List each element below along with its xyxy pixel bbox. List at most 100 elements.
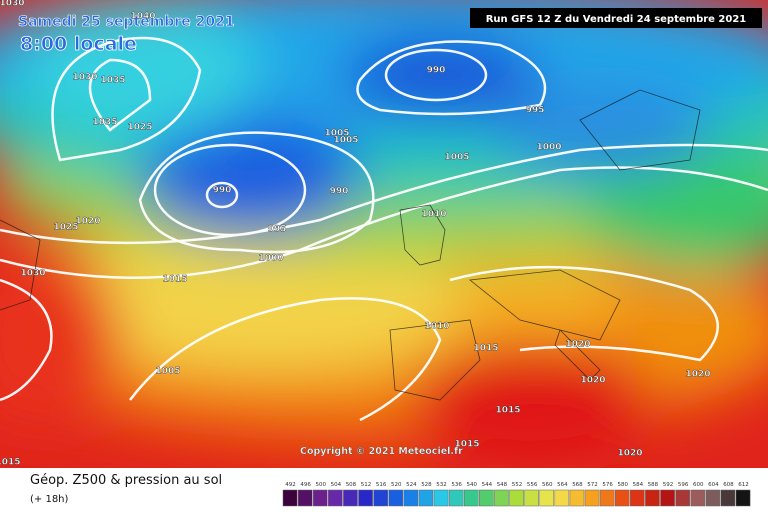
legend-swatch [554,489,570,507]
legend-swatch [282,489,298,507]
isobar-label: 1020 [617,449,642,459]
legend-swatch [660,489,675,507]
legend-swatch [328,489,343,507]
legend-label: 508 [346,482,357,488]
legend-swatch [569,489,585,507]
isobar-label: 1040 [130,12,155,22]
legend-label: 548 [497,482,508,488]
legend-label: 536 [451,482,462,488]
legend-swatch [403,489,419,507]
legend-swatch [358,489,373,507]
isobar-label: 1015 [162,275,187,285]
isobar-label: 990 [330,187,349,197]
legend-label: 568 [572,482,583,488]
legend-label: 532 [436,482,447,488]
legend: 492 496 500 504 508 512 516 520 524 528 532 536 540 5… [282,482,751,507]
isobar-label: 995 [268,225,287,235]
legend-label: 512 [361,482,372,488]
legend-label: 524 [406,482,417,488]
isobar-label: 1000 [536,143,561,153]
legend-label: 492 [285,482,296,488]
isobar-label: 990 [213,186,232,196]
legend-swatch [599,489,615,507]
isobar-label: 1015 [0,458,21,468]
legend-swatch [418,489,434,507]
isobar-label: 1005 [444,153,469,163]
legend-swatch [690,489,706,507]
isobar-label: 1000 [258,254,283,264]
date: Samedi 25 septembre 2021 [18,14,235,30]
legend-label: 576 [602,482,613,488]
copyright: Copyright © 2021 Meteociel.fr [300,446,463,457]
isobar-label: 1025 [127,123,152,133]
legend-swatch [539,489,555,507]
legend-swatch [675,489,690,507]
isobar-label: 1015 [495,406,520,416]
isobar-label: 995 [526,106,545,116]
run-info: Run GFS 12 Z du Vendredi 24 septembre 20… [486,14,747,25]
isobar-label: 1025 [53,223,78,233]
legend-label: 516 [376,482,387,488]
legend-label: 608 [723,482,734,488]
isobar-label: 1005 [333,136,358,146]
isobar-label: 1030 [72,73,97,83]
isobar-label: 1035 [100,76,125,86]
legend-swatch [614,489,630,507]
isobar-label: 990 [427,66,446,76]
isobar-label: 1030 [0,0,25,9]
isobar-label: 1005 [155,367,180,377]
legend-label: 504 [331,482,342,488]
footer-title: Géop. Z500 & pression au sol [30,473,222,488]
isobar-label: 1005 [324,129,349,139]
legend-label: 560 [542,482,553,488]
legend-swatch [645,489,660,507]
legend-swatch [373,489,388,507]
isobar-label: 1020 [685,370,710,380]
legend-swatch [388,489,404,507]
legend-label: 528 [421,482,432,488]
legend-swatch [297,489,313,507]
legend-swatch [524,489,539,507]
legend-label: 496 [300,482,311,488]
legend-swatch [630,489,645,507]
legend-label: 592 [663,482,674,488]
legend-label: 556 [527,482,538,488]
legend-label: 544 [482,482,493,488]
legend-label: 584 [633,482,644,488]
legend-label: 552 [512,482,523,488]
legend-swatch [479,489,494,507]
legend-label: 520 [391,482,402,488]
isobar-label: 1010 [424,322,449,332]
lead-time: (+ 18h) [30,494,69,505]
isobar-label: 1035 [92,118,117,128]
isobar-label: 1020 [565,340,590,350]
legend-label: 604 [708,482,719,488]
legend-label: 600 [693,482,704,488]
legend-swatch [433,489,449,507]
legend-swatch [312,489,328,507]
legend-label: 572 [587,482,598,488]
legend-label: 588 [648,482,659,488]
legend-swatch [448,489,464,507]
legend-label: 500 [316,482,327,488]
isobar-label: 1015 [454,440,479,450]
legend-swatch [720,489,736,507]
legend-swatch [584,489,600,507]
isobar-label: 1015 [473,344,498,354]
legend-swatch [705,489,721,507]
legend-swatch [463,489,479,507]
time: 8:00 locale [20,33,137,55]
legend-label: 580 [618,482,629,488]
isobar-label: 1010 [421,210,446,220]
legend-swatch [494,489,509,507]
legend-swatch [343,489,358,507]
isobar-label: 1020 [75,217,100,227]
legend-swatch [509,489,524,507]
isobar-label: 1020 [580,376,605,386]
legend-label: 564 [557,482,568,488]
legend-label: 596 [678,482,689,488]
legend-label: 612 [738,482,749,488]
